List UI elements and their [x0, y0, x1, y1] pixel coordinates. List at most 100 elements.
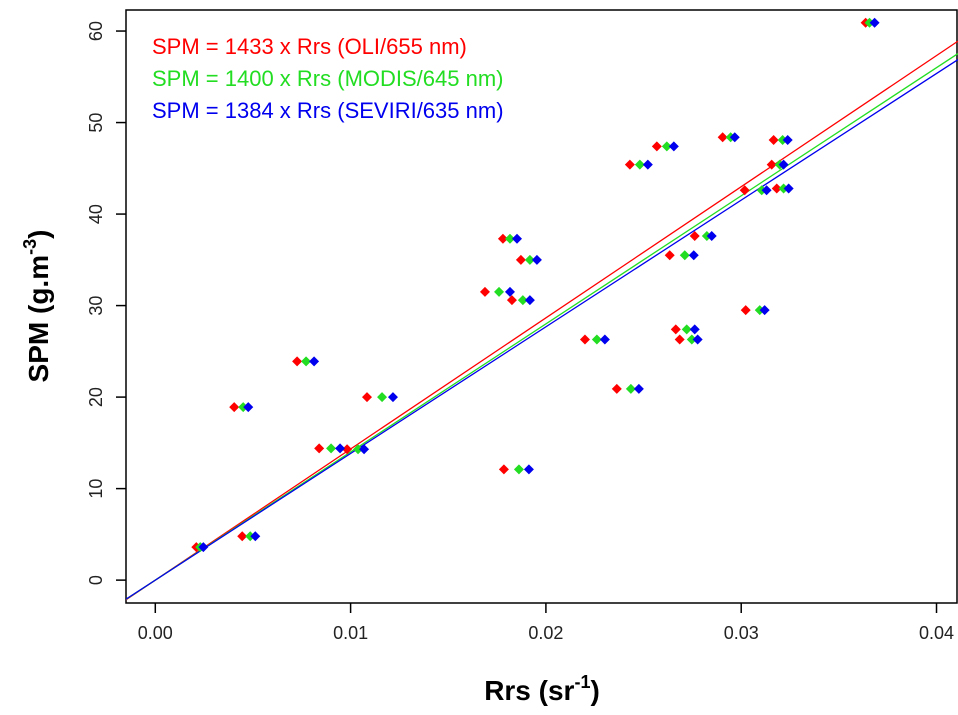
- point: [353, 444, 364, 455]
- point: [661, 141, 672, 152]
- point: [506, 295, 517, 306]
- point: [706, 231, 717, 242]
- point: [768, 134, 779, 145]
- point: [651, 141, 662, 152]
- point: [335, 443, 346, 454]
- point: [625, 383, 636, 394]
- legend-entry: SPM = 1384 x Rrs (SEVIRI/635 nm): [152, 98, 504, 123]
- point: [670, 324, 681, 335]
- point: [761, 185, 772, 196]
- point: [359, 444, 370, 455]
- point: [292, 356, 303, 367]
- point: [245, 531, 256, 542]
- x-tick-label: 0.00: [138, 623, 173, 643]
- points: [191, 17, 880, 553]
- point: [729, 132, 740, 143]
- legend-entry: SPM = 1400 x Rrs (MODIS/645 nm): [152, 66, 504, 91]
- point: [314, 443, 325, 454]
- point: [689, 231, 700, 242]
- point: [611, 383, 622, 394]
- plot-frame: [125, 9, 958, 604]
- point: [599, 334, 610, 345]
- point: [778, 159, 789, 170]
- y-tick-label: 20: [86, 387, 106, 407]
- point: [504, 286, 515, 297]
- point: [759, 305, 770, 316]
- point: [524, 295, 535, 306]
- legend-entry: SPM = 1433 x Rrs (OLI/655 nm): [152, 34, 467, 59]
- point: [624, 159, 635, 170]
- point: [739, 185, 750, 196]
- point: [634, 159, 645, 170]
- fit-lines: [126, 40, 958, 601]
- point: [869, 17, 880, 28]
- x-tick-label: 0.03: [724, 623, 759, 643]
- y-tick-label: 60: [86, 21, 106, 41]
- point: [783, 183, 794, 194]
- point: [674, 334, 685, 345]
- point: [237, 531, 248, 542]
- point: [198, 542, 209, 553]
- y-tick-label: 0: [86, 575, 106, 585]
- point: [717, 132, 728, 143]
- x-axis-title: Rrs (sr-1): [484, 672, 600, 706]
- point: [740, 305, 751, 316]
- x-tick-label: 0.01: [333, 623, 368, 643]
- point: [692, 334, 703, 345]
- x-axis-title-sup: -1: [574, 672, 590, 692]
- point: [377, 392, 388, 403]
- point: [531, 254, 542, 265]
- fit-line: [126, 53, 958, 600]
- point: [387, 392, 398, 403]
- point: [591, 334, 602, 345]
- point: [498, 464, 509, 475]
- point: [782, 134, 793, 145]
- point: [686, 334, 697, 345]
- point: [681, 324, 692, 335]
- point: [309, 356, 320, 367]
- point: [238, 402, 249, 413]
- point: [243, 402, 254, 413]
- point: [250, 531, 261, 542]
- point: [689, 324, 700, 335]
- point: [633, 383, 644, 394]
- point: [771, 183, 782, 194]
- y-axis-title-end: ): [23, 230, 54, 239]
- fit-line: [126, 40, 958, 601]
- point: [326, 443, 337, 454]
- point: [342, 444, 353, 455]
- x-axis-title-text: Rrs (sr: [484, 675, 574, 706]
- point: [668, 141, 679, 152]
- y-tick-label: 30: [86, 296, 106, 316]
- point: [778, 183, 789, 194]
- y-axis-title: SPM (g.m-3): [20, 230, 54, 383]
- fit-line: [126, 59, 958, 600]
- point: [524, 254, 535, 265]
- point: [523, 464, 534, 475]
- point: [362, 392, 373, 403]
- point: [517, 295, 528, 306]
- y-tick-label: 40: [86, 204, 106, 224]
- y-axis-title-sup: -3: [20, 239, 40, 255]
- point: [494, 286, 505, 297]
- point: [679, 250, 690, 261]
- point: [688, 250, 699, 261]
- point: [229, 402, 240, 413]
- point: [642, 159, 653, 170]
- point: [301, 356, 312, 367]
- point: [513, 464, 524, 475]
- point: [515, 254, 526, 265]
- x-axis-title-end: ): [590, 675, 599, 706]
- y-tick-label: 10: [86, 479, 106, 499]
- point: [579, 334, 590, 345]
- x-tick-label: 0.02: [528, 623, 563, 643]
- point: [766, 159, 777, 170]
- point: [479, 286, 490, 297]
- point: [864, 17, 875, 28]
- y-tick-label: 50: [86, 113, 106, 133]
- point: [504, 233, 515, 244]
- point: [664, 250, 675, 261]
- y-axis-title-text: SPM (g.m: [23, 255, 54, 383]
- point: [777, 134, 788, 145]
